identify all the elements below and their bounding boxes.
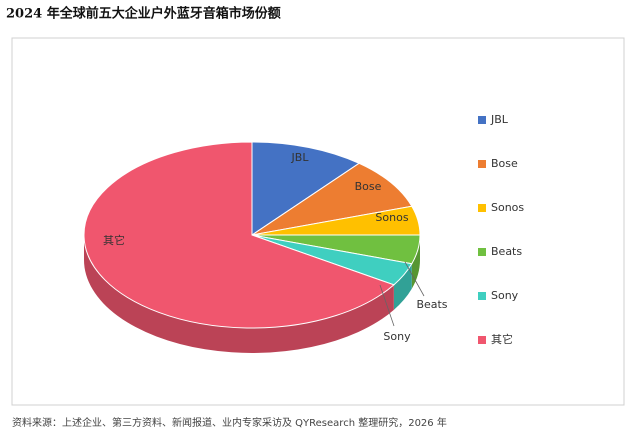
legend-label: Sonos bbox=[491, 201, 524, 214]
legend-swatch bbox=[478, 336, 486, 344]
legend-label: 其它 bbox=[491, 332, 513, 346]
legend-label: Sony bbox=[491, 289, 519, 302]
pie-side bbox=[393, 263, 412, 310]
data-label: Beats bbox=[416, 298, 447, 311]
data-label: JBL bbox=[291, 151, 310, 164]
data-label: 其它 bbox=[103, 233, 125, 247]
source-note: 资料来源：上述企业、第三方资料、新闻报道、业内专家采访及 QYResearch … bbox=[12, 416, 447, 429]
leader-line bbox=[379, 284, 395, 327]
legend-label: JBL bbox=[490, 113, 509, 126]
pie-side bbox=[84, 235, 394, 353]
data-label: Bose bbox=[355, 180, 382, 193]
data-label: Sony bbox=[383, 330, 411, 343]
pie-slice bbox=[83, 141, 395, 329]
legend-label: Bose bbox=[491, 157, 518, 170]
chart-title: 2024 年全球前五大企业户外蓝牙音箱市场份额 bbox=[6, 6, 281, 22]
data-label: Sonos bbox=[375, 211, 408, 224]
pie-slice bbox=[251, 162, 413, 236]
leader-line bbox=[404, 261, 425, 297]
legend-label: Beats bbox=[491, 245, 522, 258]
legend-swatch bbox=[478, 160, 486, 168]
pie-slice bbox=[251, 141, 361, 236]
legend-swatch bbox=[478, 204, 486, 212]
legend-swatch bbox=[478, 116, 486, 124]
legend-swatch bbox=[478, 292, 486, 300]
legend-swatch bbox=[478, 248, 486, 256]
pie-side bbox=[411, 235, 420, 289]
